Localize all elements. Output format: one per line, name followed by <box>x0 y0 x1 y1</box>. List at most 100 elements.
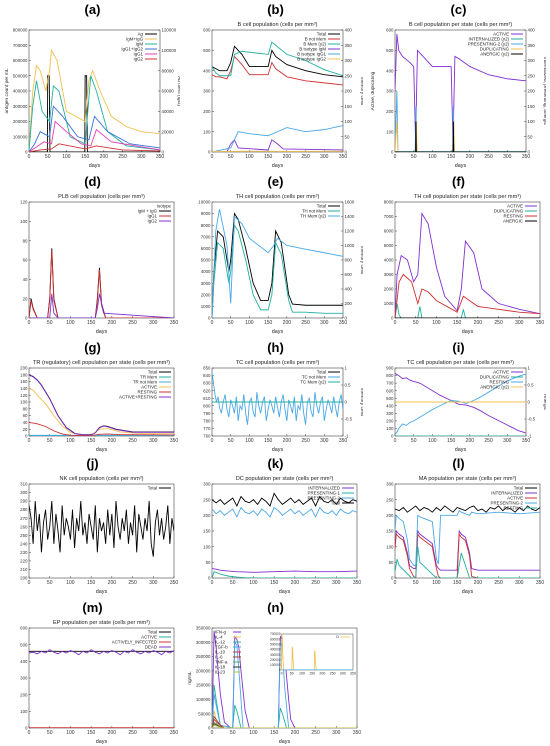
legend-label: IgM <box>136 42 144 47</box>
y-tick-label: 4000 <box>384 258 394 263</box>
panel-label: (l) <box>452 456 465 471</box>
y-tick-label: 800 <box>203 403 211 408</box>
x-tick-label: 200 <box>291 730 300 736</box>
x-tick-label: 150 <box>264 438 273 444</box>
panel-label: (n) <box>267 600 284 615</box>
x-axis-label: days <box>272 163 284 169</box>
panel-j: (j) NK cell population (cells per mm³) 0 50… <box>5 456 180 596</box>
legend-label: ACTIVELY_INFECTED <box>112 640 157 645</box>
x-tick-label: 100 <box>245 320 254 326</box>
y2-tick-label: 50 <box>345 134 350 139</box>
y-tick-label: 700000 <box>13 43 28 48</box>
x-tick-label: 50 <box>228 320 234 326</box>
series-line-internalized <box>212 568 357 573</box>
y-tick-label: 120 <box>20 200 28 205</box>
y-tick-label: 80 <box>23 406 28 411</box>
y2-tick-label: 20000 <box>162 129 175 134</box>
y-tick-label: 200 <box>386 109 394 114</box>
legend-label: B Mem (y2) <box>303 42 326 47</box>
x-tick-label: 250 <box>118 154 127 160</box>
y-tick-label: 500 <box>203 48 211 53</box>
y2-tick-label: 400 <box>345 287 353 292</box>
x-tick-label: 300 <box>149 438 158 444</box>
chart-svg: TH cell population (cells per mm³) 0 50 100… <box>198 194 363 335</box>
series-line-resting <box>395 373 526 435</box>
chart-title: B cell population (cells per mm³) <box>238 22 318 28</box>
x-tick-label: 50 <box>230 730 236 736</box>
series-line-active-resting <box>29 374 174 436</box>
x-tick-label: 150 <box>447 154 456 160</box>
y-tick-label: 100 <box>386 426 394 431</box>
y-tick-label: 300000 <box>196 640 211 645</box>
panel-a: (a) 0 50 100 150 200 250 300 350 0 100000 200000 300… <box>5 2 180 170</box>
y2-tick-label: 1200 <box>345 229 355 234</box>
series-line-resting <box>395 273 540 318</box>
legend-label: RESTING <box>503 214 523 219</box>
x-tick-label: 300 <box>515 580 524 586</box>
legend-label: IgM+IgG <box>126 37 144 42</box>
y-tick-label: 150000 <box>196 683 211 688</box>
series-line-internalized <box>395 529 540 571</box>
y2-tick-label: -1 <box>345 434 349 439</box>
y-tick-label: 350000 <box>196 626 211 631</box>
x-tick-label: 0 <box>28 730 31 736</box>
series-line-tgf-b <box>212 640 357 728</box>
x-tick-label: 350 <box>536 320 545 326</box>
y2-tick-label: 300 <box>528 58 536 63</box>
chart-title: DC population per state (cells per mm³) <box>236 476 334 482</box>
y2-tick-label: 0 <box>162 150 165 155</box>
series-line-total <box>212 492 357 507</box>
inset-legend-label: D <box>336 635 339 639</box>
y-tick-label: 300 <box>20 490 28 495</box>
x-axis-label: days <box>462 329 474 335</box>
legend-label: IgG2 <box>133 57 143 62</box>
x-tick-label: 50 <box>47 320 53 326</box>
y-tick-label: 50000 <box>198 711 211 716</box>
series-line-active <box>395 372 526 434</box>
y-tick-label: 200 <box>203 109 211 114</box>
x-tick-label: 300 <box>320 438 329 444</box>
y2-tick-label: 350 <box>528 43 536 48</box>
legend-label: DEAD <box>145 645 157 650</box>
series-line-presenting-1 <box>212 571 357 578</box>
legend-label: IL-23 <box>215 670 226 675</box>
legend-label: Total <box>317 370 326 375</box>
y-tick-label: 6000 <box>201 246 211 251</box>
chart-title: TH cell population per state (cells per … <box>414 194 521 200</box>
x-tick-label: 100 <box>432 320 441 326</box>
y-tick-label: 40 <box>23 277 28 282</box>
y-axis-label: ng/mL <box>188 671 193 685</box>
x-tick-label: 350 <box>339 320 348 326</box>
legend-label: TGF-b <box>215 645 228 650</box>
y2-tick-label: 300 <box>345 58 353 63</box>
y-tick-label: 500 <box>386 396 394 401</box>
series-line-duplicating <box>395 303 540 318</box>
y-tick-label: 300 <box>386 482 394 487</box>
series-line-presenting-2 <box>212 506 357 518</box>
series-line-igg1 <box>29 250 174 318</box>
y-tick-label: 900 <box>386 366 394 371</box>
x-tick-label: 0 <box>394 320 397 326</box>
y2-tick-label: 0 <box>528 150 531 155</box>
y-tick-label: 600 <box>20 626 28 631</box>
x-tick-label: 100 <box>432 580 441 586</box>
y-tick-label: 280 <box>20 507 28 512</box>
x-tick-label: 150 <box>87 580 96 586</box>
y-tick-label: 400 <box>203 68 211 73</box>
x-tick-label: 50 <box>45 154 51 160</box>
series-line-duplicating <box>395 121 526 152</box>
y2-tick-label: 150 <box>345 104 353 109</box>
series-line-total <box>395 505 540 513</box>
legend-label: PRESENTING-2 (y2) <box>468 42 510 47</box>
x-tick-label: 250 <box>484 154 493 160</box>
y-tick-label: 100000 <box>196 697 211 702</box>
x-tick-label: 100 <box>62 154 71 160</box>
chart-svg: TC cell population (cells per mm³)0 50 100… <box>203 360 363 453</box>
y-tick-label: 400000 <box>13 89 28 94</box>
chart-title: MA population per state (cells per mm³) <box>419 476 517 482</box>
y-tick-label: 250 <box>203 497 211 502</box>
y-tick-label: 8000 <box>201 223 211 228</box>
y-tick-label: 0 <box>25 316 28 321</box>
panel-label: (k) <box>267 456 284 471</box>
x-tick-label: 350 <box>170 320 179 326</box>
